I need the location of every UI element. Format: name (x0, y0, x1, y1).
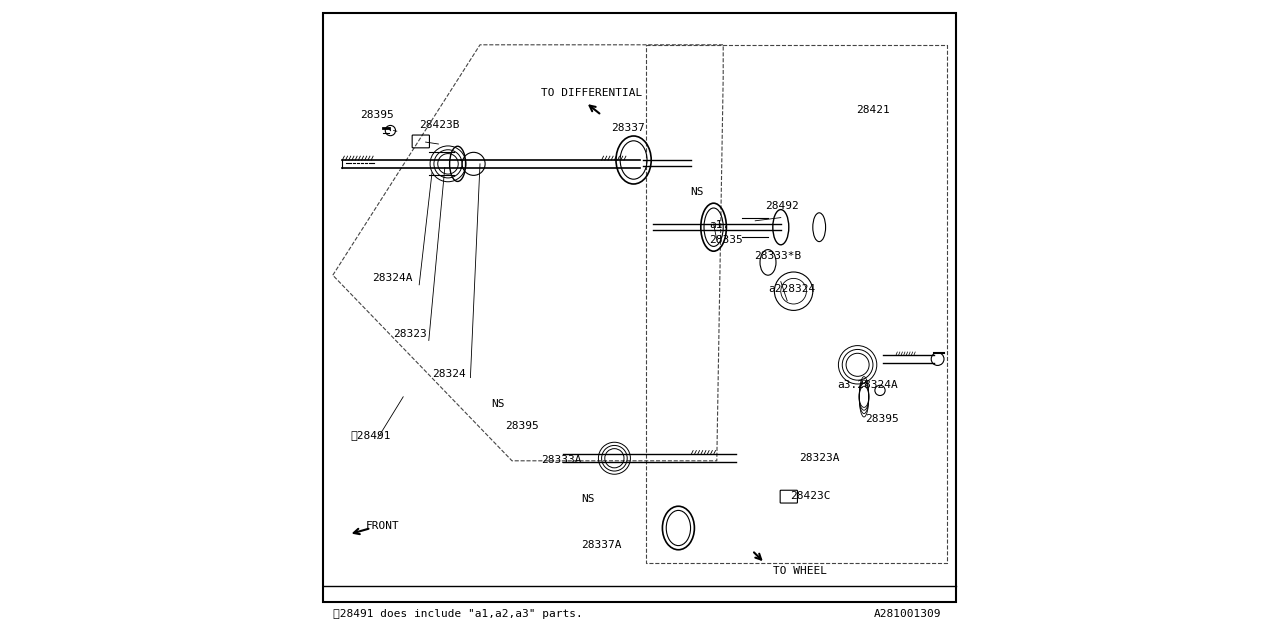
Text: 28395: 28395 (506, 420, 539, 431)
Text: 28395: 28395 (360, 110, 393, 120)
Text: TO DIFFERENTIAL: TO DIFFERENTIAL (540, 88, 643, 98)
Text: 28333*B: 28333*B (754, 251, 801, 261)
Text: ※28491: ※28491 (351, 430, 392, 440)
Text: NS: NS (581, 494, 595, 504)
Text: 28323A: 28323A (799, 452, 840, 463)
Text: 28323: 28323 (394, 329, 428, 339)
Text: 28324: 28324 (433, 369, 466, 380)
Text: 28395: 28395 (865, 414, 899, 424)
Text: 28324A: 28324A (372, 273, 413, 284)
Text: NS: NS (492, 399, 506, 410)
Text: NS: NS (690, 187, 704, 197)
Text: A281001309: A281001309 (873, 609, 941, 620)
Text: a3.28324A: a3.28324A (837, 380, 897, 390)
Text: ※28491 does include "a1,a2,a3" parts.: ※28491 does include "a1,a2,a3" parts. (333, 609, 582, 620)
Text: 28337: 28337 (612, 123, 645, 133)
Text: FRONT: FRONT (366, 521, 399, 531)
Text: 28421: 28421 (856, 105, 890, 115)
Text: 28337A: 28337A (581, 540, 622, 550)
Text: 28335: 28335 (709, 235, 742, 245)
Text: 28492: 28492 (765, 201, 799, 211)
Text: a1.: a1. (709, 220, 730, 230)
Text: a228324: a228324 (768, 284, 815, 294)
Text: 28423B: 28423B (420, 120, 460, 130)
Text: 28333A: 28333A (540, 454, 581, 465)
Text: TO WHEEL: TO WHEEL (773, 566, 827, 576)
Text: 28423C: 28423C (791, 491, 831, 501)
